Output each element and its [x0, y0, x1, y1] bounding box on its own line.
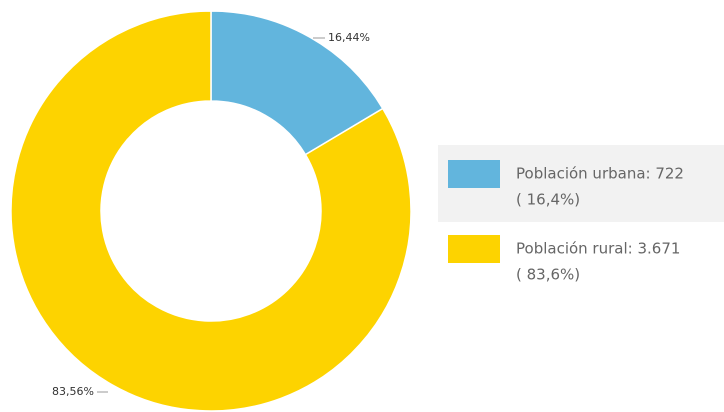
slice: [10, 10, 412, 412]
legend-share: ( 83,6%): [516, 266, 580, 284]
legend-swatch: [448, 235, 500, 263]
data-label: 83,56%: [52, 385, 94, 398]
data-label: 16,44%: [328, 31, 370, 44]
legend-share: ( 16,4%): [516, 191, 580, 209]
legend-label: Población rural: 3.671: [516, 240, 680, 258]
legend-label: Población urbana: 722: [516, 165, 684, 183]
legend-swatch: [448, 160, 500, 188]
